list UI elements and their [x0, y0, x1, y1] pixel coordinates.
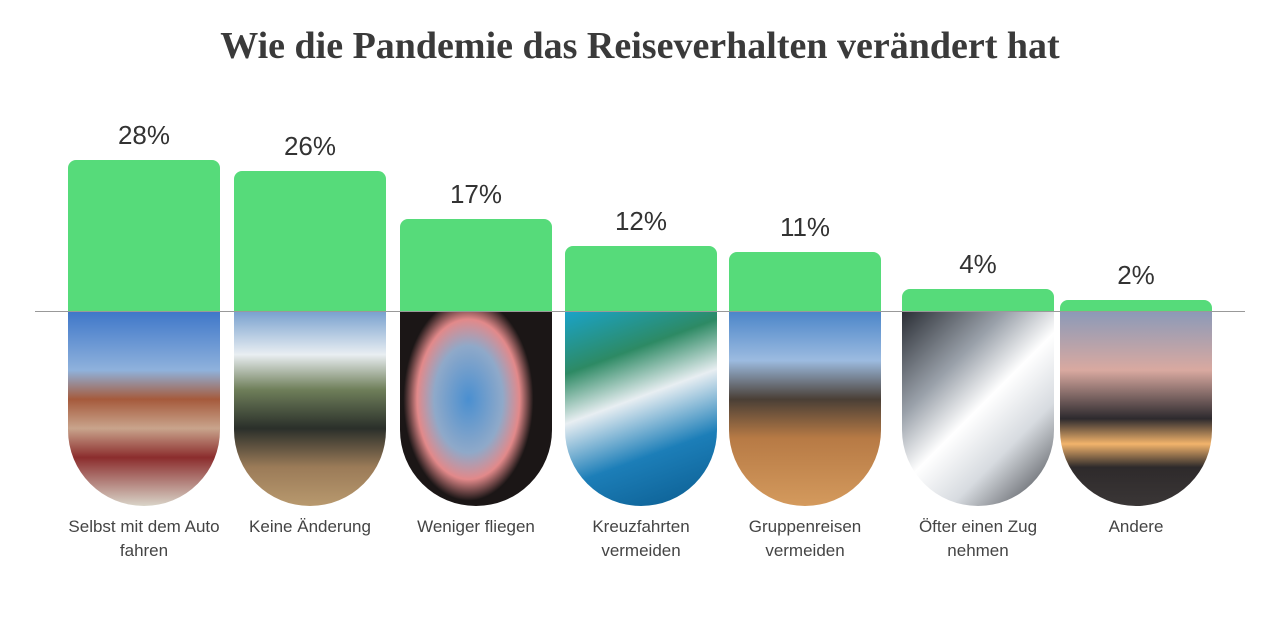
- bar: [234, 170, 386, 311]
- baseline: [35, 311, 1245, 312]
- photo: [1060, 312, 1212, 506]
- photo: [234, 312, 386, 506]
- x-tick-label: Weniger fliegen: [417, 517, 535, 536]
- x-tick-label: Andere: [1108, 517, 1164, 536]
- photo: [68, 312, 220, 506]
- value-label: 28%: [117, 119, 171, 150]
- photo: [400, 312, 552, 506]
- chart-title: Wie die Pandemie das Reiseverhalten verä…: [220, 25, 1060, 67]
- value-label: 11%: [779, 211, 831, 242]
- x-tick-label: Kreuzfahrten vermeiden: [592, 517, 690, 560]
- x-tick-label: Öfter einen Zug nehmen: [918, 517, 1038, 560]
- bar: [1060, 300, 1212, 311]
- x-tick-label: Selbst mit dem Auto fahren: [68, 517, 220, 560]
- bar: [68, 159, 220, 311]
- bar: [565, 246, 717, 311]
- bar: [400, 219, 552, 311]
- value-label: 4%: [959, 249, 997, 280]
- value-label: 26%: [283, 130, 337, 161]
- x-tick-label: Keine Änderung: [249, 517, 371, 536]
- bar: [902, 289, 1054, 311]
- value-label: 12%: [614, 206, 668, 237]
- photo: [902, 312, 1054, 506]
- x-tick-label: Gruppenreisen vermeiden: [748, 517, 862, 560]
- value-label: 2%: [1117, 260, 1155, 291]
- bar: [729, 251, 881, 311]
- value-label: 17%: [449, 179, 503, 210]
- photo: [565, 312, 717, 506]
- photo: [729, 312, 881, 506]
